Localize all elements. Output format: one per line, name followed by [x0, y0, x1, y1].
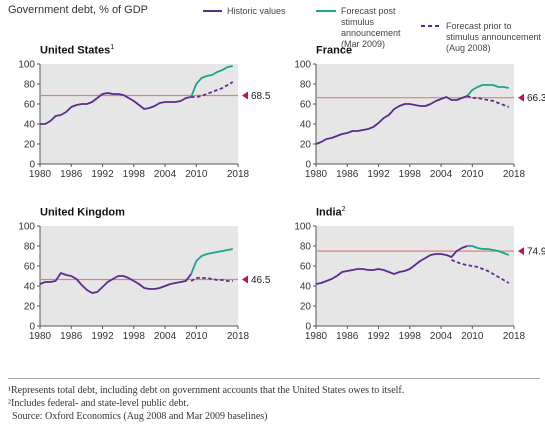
uk-y-tick-label: 40 — [24, 282, 36, 293]
india-x-tick-label: 2018 — [503, 331, 526, 342]
france-x-tick-label: 2018 — [503, 169, 526, 180]
footnote-1: ¹Represents total debt, including debt o… — [8, 385, 405, 396]
uk-y-tick-label: 20 — [24, 302, 36, 313]
legend-label-historic: Historic values — [227, 6, 286, 16]
india-y-tick-label: 20 — [300, 302, 312, 313]
france-reference-marker — [518, 93, 524, 102]
us-x-tick-label: 1992 — [91, 169, 114, 180]
source-note: Source: Oxford Economics (Aug 2008 and M… — [12, 411, 268, 422]
india-y-tick-label: 60 — [300, 262, 312, 273]
panel-title-us: United States1 — [40, 44, 115, 57]
france-series-prior — [466, 95, 510, 108]
uk-reference-marker — [242, 275, 248, 284]
india-x-tick-label: 1998 — [399, 331, 422, 342]
uk-series-prior — [190, 277, 233, 282]
legend-label-prior: Forecast prior to stimulus announcement … — [446, 21, 542, 53]
france-x-tick-label: 2010 — [461, 169, 484, 180]
india-x-tick-label: 2010 — [461, 331, 484, 342]
uk-x-tick-label: 2018 — [227, 331, 250, 342]
france-y-tick-label: 40 — [300, 120, 312, 131]
india-series-historic — [315, 245, 468, 285]
uk-y-tick-label: 0 — [29, 322, 35, 333]
france-y-tick-label: 20 — [300, 140, 312, 151]
france-reference-label: 66.3 — [527, 93, 545, 104]
india-x-tick-label: 2004 — [430, 331, 453, 342]
us-y-tick-label: 60 — [24, 100, 36, 111]
us-x-tick-label: 1986 — [60, 169, 83, 180]
us-y-tick-label: 20 — [24, 140, 36, 151]
india-x-tick-label: 1986 — [336, 331, 359, 342]
france-y-tick-label: 0 — [305, 160, 311, 171]
us-reference-marker — [242, 91, 248, 100]
uk-y-tick-label: 80 — [24, 242, 36, 253]
footnote-2: ²Includes federal- and state-level publi… — [8, 398, 189, 409]
figure-title: Government debt, % of GDP — [8, 4, 149, 16]
india-reference-marker — [518, 247, 524, 256]
uk-x-tick-label: 2010 — [185, 331, 208, 342]
charts-canvas: 0 20 40 60 80 100 1980 1986 1992 1998 2004 2010 2018… — [18, 60, 545, 343]
uk-series-post — [190, 248, 233, 275]
india-y-tick-label: 80 — [300, 242, 312, 253]
us-series-post — [190, 65, 233, 98]
us-x-tick-label: 1998 — [123, 169, 146, 180]
france-x-tick-label: 2004 — [430, 169, 453, 180]
uk-x-tick-label: 1998 — [123, 331, 146, 342]
us-series-historic — [40, 92, 192, 125]
uk-y-tick-label: 60 — [24, 262, 36, 273]
uk-x-tick-label: 1980 — [29, 331, 52, 342]
us-y-tick-label: 100 — [18, 60, 35, 71]
panel-title-france: France — [316, 44, 353, 57]
india-x-tick-label: 1992 — [367, 331, 390, 342]
us-x-tick-label: 2018 — [227, 169, 250, 180]
uk-x-tick-label: 1986 — [60, 331, 83, 342]
france-x-tick-label: 1992 — [367, 169, 390, 180]
india-series-prior — [451, 259, 510, 284]
footnote-separator — [8, 378, 540, 379]
uk-x-tick-label: 1992 — [91, 331, 114, 342]
us-x-tick-label: 1980 — [29, 169, 52, 180]
legend-label-post: Forecast post stimulus announcement (Mar… — [341, 6, 401, 49]
us-reference-label: 68.5 — [251, 91, 271, 102]
france-y-tick-label: 100 — [294, 60, 311, 71]
uk-y-tick-label: 100 — [18, 222, 35, 233]
france-x-tick-label: 1986 — [336, 169, 359, 180]
india-series-post — [467, 245, 510, 256]
france-x-tick-label: 1980 — [305, 169, 328, 180]
us-y-tick-label: 40 — [24, 120, 36, 131]
us-y-tick-label: 0 — [29, 160, 35, 171]
india-y-tick-label: 100 — [294, 222, 311, 233]
us-x-tick-label: 2004 — [154, 169, 177, 180]
legend — [203, 10, 441, 27]
us-y-tick-label: 80 — [24, 80, 36, 91]
india-y-tick-label: 40 — [300, 282, 312, 293]
france-x-tick-label: 1998 — [399, 169, 422, 180]
france-series-post — [466, 84, 509, 97]
uk-reference-label: 46.5 — [251, 275, 271, 286]
us-series-prior — [191, 81, 234, 98]
france-series-historic — [315, 95, 468, 145]
uk-series-historic — [39, 272, 192, 294]
us-plot-area — [40, 64, 238, 164]
india-plot-area — [316, 226, 514, 326]
us-x-tick-label: 2010 — [185, 169, 208, 180]
panel-title-uk: United Kingdom — [40, 206, 125, 219]
india-y-tick-label: 0 — [305, 322, 311, 333]
france-plot-area — [316, 64, 514, 164]
india-x-tick-label: 1980 — [305, 331, 328, 342]
panel-title-india: India2 — [316, 206, 346, 219]
france-y-tick-label: 60 — [300, 100, 312, 111]
france-y-tick-label: 80 — [300, 80, 312, 91]
india-reference-label: 74.9 — [527, 247, 545, 258]
uk-x-tick-label: 2004 — [154, 331, 177, 342]
